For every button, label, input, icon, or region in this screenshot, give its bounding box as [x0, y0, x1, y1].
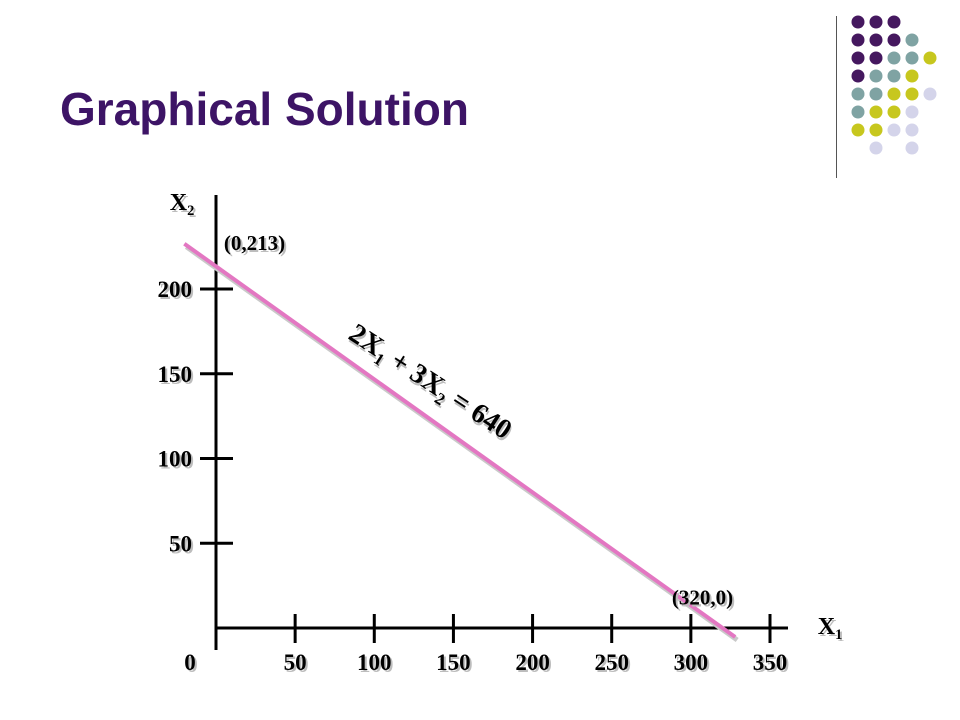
svg-text:100: 100 — [158, 447, 193, 472]
decorative-dot — [887, 15, 901, 29]
decorative-dot — [905, 33, 919, 47]
decorative-dot — [923, 87, 937, 101]
decorative-dot — [851, 15, 865, 29]
svg-text:250: 250 — [596, 652, 631, 677]
decorative-dot — [887, 33, 901, 47]
decorative-dot — [851, 105, 865, 119]
svg-text:250: 250 — [594, 650, 629, 675]
point-label: (320,0)(320,0) — [672, 585, 735, 611]
decorative-dot-grid — [851, 15, 937, 155]
decorative-dot — [869, 51, 883, 65]
svg-text:300: 300 — [676, 652, 711, 677]
svg-text:350: 350 — [753, 650, 788, 675]
svg-text:200: 200 — [515, 650, 550, 675]
svg-text:X2: X2 — [170, 190, 195, 219]
decorative-dot — [923, 51, 937, 65]
decorative-dot — [869, 105, 883, 119]
decorative-dot — [887, 51, 901, 65]
decorative-dot — [887, 105, 901, 119]
decorative-dot — [905, 123, 919, 137]
svg-text:50: 50 — [171, 533, 194, 558]
decorative-dot — [905, 141, 919, 155]
decorative-dot — [905, 69, 919, 83]
decorative-dot — [905, 87, 919, 101]
svg-text:100: 100 — [357, 650, 392, 675]
constraint-line — [183, 242, 737, 639]
svg-text:0: 0 — [186, 652, 198, 677]
decorative-dot — [887, 87, 901, 101]
svg-text:150: 150 — [438, 652, 473, 677]
x-tick-label: 00 — [184, 650, 198, 677]
svg-text:100: 100 — [160, 449, 195, 474]
svg-text:50: 50 — [284, 650, 307, 675]
svg-text:150: 150 — [436, 650, 471, 675]
decorative-dot — [887, 123, 901, 137]
slide-title: Graphical Solution — [60, 83, 469, 135]
decorative-dot — [851, 69, 865, 83]
svg-text:300: 300 — [674, 650, 709, 675]
decorative-dot — [869, 15, 883, 29]
svg-text:200: 200 — [160, 279, 195, 304]
decorative-dot — [851, 33, 865, 47]
svg-text:150: 150 — [160, 364, 195, 389]
svg-text:(0,213): (0,213) — [226, 233, 287, 257]
divider-line — [836, 16, 837, 178]
decorative-dot — [905, 51, 919, 65]
svg-text:(320,0): (320,0) — [672, 585, 733, 609]
svg-text:X1: X1 — [820, 616, 845, 645]
decorative-dot — [869, 87, 883, 101]
point-label: (0,213)(0,213) — [224, 231, 287, 257]
svg-text:50: 50 — [286, 652, 309, 677]
svg-text:150: 150 — [158, 362, 193, 387]
svg-text:200: 200 — [158, 277, 193, 302]
decorative-dot — [851, 123, 865, 137]
svg-text:50: 50 — [169, 531, 192, 556]
svg-text:X1: X1 — [818, 614, 843, 643]
decorative-dot — [887, 69, 901, 83]
svg-text:100: 100 — [359, 652, 394, 677]
svg-text:X2: X2 — [172, 192, 197, 221]
decorative-dot — [851, 51, 865, 65]
decorative-dot — [869, 141, 883, 155]
decorative-dot — [905, 105, 919, 119]
decorative-dot — [869, 33, 883, 47]
svg-text:350: 350 — [755, 652, 790, 677]
svg-text:0: 0 — [184, 650, 196, 675]
decorative-dot — [851, 87, 865, 101]
svg-text:(0,213): (0,213) — [224, 231, 285, 255]
svg-text:200: 200 — [517, 652, 552, 677]
decorative-dot — [869, 69, 883, 83]
svg-text:(320,0): (320,0) — [674, 587, 735, 611]
svg-text:2X1 + 3X2 = 640: 2X1 + 3X2 = 640 — [342, 318, 518, 449]
decorative-dot — [869, 123, 883, 137]
